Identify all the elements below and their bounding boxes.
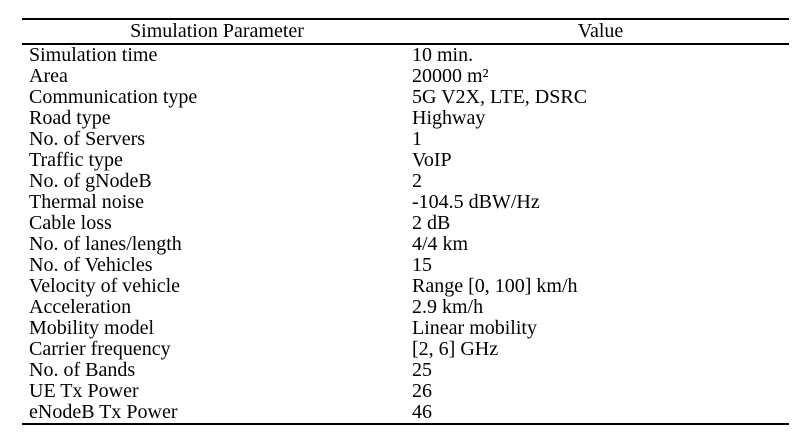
value-cell: 10 min.: [412, 44, 474, 66]
table-row: No. of Servers 1: [22, 129, 789, 150]
value-cell: Range [0, 100] km/h: [412, 275, 578, 297]
param-cell: eNodeB Tx Power: [29, 401, 178, 423]
param-cell: Communication type: [29, 86, 198, 108]
value-cell: 26: [412, 380, 432, 402]
value-cell: 4/4 km: [412, 233, 469, 255]
param-cell: No. of Servers: [29, 128, 146, 150]
value-cell: 15: [412, 254, 432, 276]
table-row: Cable loss 2 dB: [22, 213, 789, 234]
table-row: Acceleration 2.9 km/h: [22, 297, 789, 318]
header-rule: [22, 43, 789, 45]
table-row: Area 20000 m²: [22, 66, 789, 87]
table-row: Mobility model Linear mobility: [22, 318, 789, 339]
param-cell: Mobility model: [29, 317, 154, 339]
param-cell: Velocity of vehicle: [29, 275, 181, 297]
value-cell: 25: [412, 359, 432, 381]
table-row: No. of Bands 25: [22, 360, 789, 381]
value-cell: 2.9 km/h: [412, 296, 484, 318]
value-cell: 5G V2X, LTE, DSRC: [412, 86, 588, 108]
table-row: Communication type 5G V2X, LTE, DSRC: [22, 87, 789, 108]
param-cell: Traffic type: [29, 149, 123, 171]
value-cell: VoIP: [412, 149, 452, 171]
table-header-row: Simulation Parameter Value: [22, 20, 789, 43]
table-row: Thermal noise -104.5 dBW/Hz: [22, 192, 789, 213]
table-row: Simulation time 10 min.: [22, 45, 789, 66]
value-cell: 46: [412, 401, 432, 423]
table-row: No. of gNodeB 2: [22, 171, 789, 192]
table-row: Carrier frequency [2, 6] GHz: [22, 339, 789, 360]
simulation-parameters-table: Simulation Parameter Value Simulation ti…: [22, 18, 789, 425]
param-cell: No. of Bands: [29, 359, 136, 381]
param-cell: No. of lanes/length: [29, 233, 182, 255]
table-row: Road type Highway: [22, 108, 789, 129]
table-row: eNodeB Tx Power 46: [22, 402, 789, 423]
param-cell: Cable loss: [29, 212, 112, 234]
param-cell: Carrier frequency: [29, 338, 171, 360]
value-cell: -104.5 dBW/Hz: [412, 191, 540, 213]
value-cell: 1: [412, 128, 422, 150]
param-cell: No. of Vehicles: [29, 254, 153, 276]
param-cell: Acceleration: [29, 296, 132, 318]
param-cell: Area: [29, 65, 68, 87]
header-value: Value: [577, 20, 624, 42]
value-cell: 2: [412, 170, 422, 192]
value-cell: 20000 m²: [412, 65, 489, 87]
header-simulation-parameter: Simulation Parameter: [130, 20, 304, 42]
param-cell: Road type: [29, 107, 111, 129]
table-row: Velocity of vehicle Range [0, 100] km/h: [22, 276, 789, 297]
param-cell: Thermal noise: [29, 191, 144, 213]
table-row: UE Tx Power 26: [22, 381, 789, 402]
value-cell: [2, 6] GHz: [412, 338, 499, 360]
param-cell: No. of gNodeB: [29, 170, 152, 192]
top-rule: [22, 18, 789, 20]
value-cell: Highway: [412, 107, 486, 129]
param-cell: Simulation time: [29, 44, 158, 66]
param-cell: UE Tx Power: [29, 380, 139, 402]
table-row: No. of Vehicles 15: [22, 255, 789, 276]
value-cell: 2 dB: [412, 212, 451, 234]
bottom-rule: [22, 423, 789, 425]
table-row: No. of lanes/length 4/4 km: [22, 234, 789, 255]
value-cell: Linear mobility: [412, 317, 537, 339]
table-row: Traffic type VoIP: [22, 150, 789, 171]
